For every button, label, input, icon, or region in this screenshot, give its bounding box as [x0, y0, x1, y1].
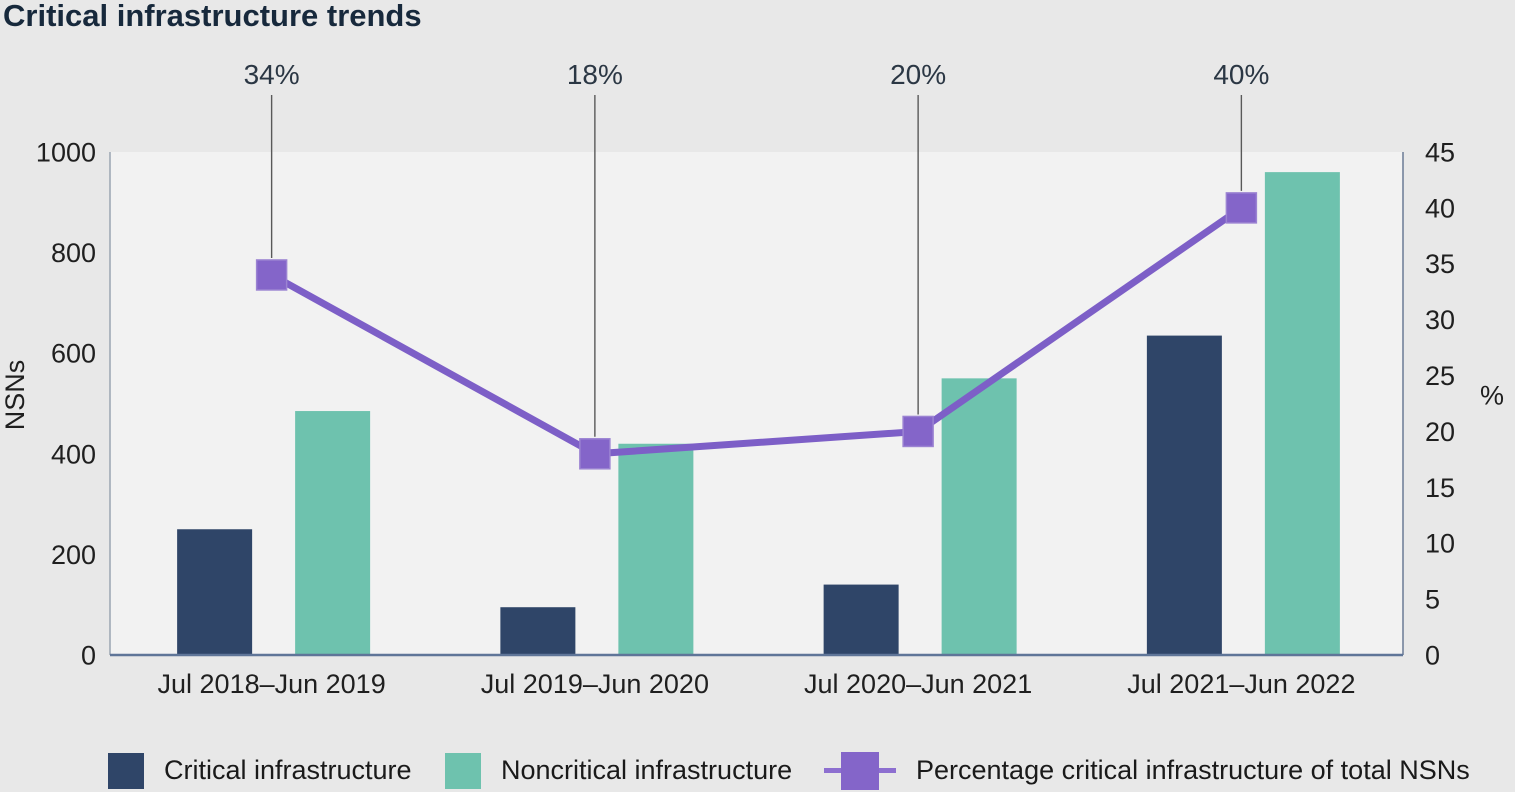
- right-axis-tick: 10: [1425, 529, 1455, 559]
- chart-title: Critical infrastructure trends: [3, 0, 422, 33]
- legend-item-noncritical-infrastructure: Noncritical infrastructure: [445, 749, 792, 792]
- line-marker-swatch-square: [841, 751, 879, 790]
- left-axis-tick: 800: [51, 238, 96, 268]
- legend-label: Percentage critical infrastructure of to…: [916, 755, 1470, 785]
- line-marker: [579, 438, 611, 470]
- left-axis-title: NSNs: [0, 360, 30, 431]
- right-axis-tick: 30: [1425, 305, 1455, 335]
- bar-noncritical-infrastructure: [295, 411, 371, 655]
- right-axis-tick: 45: [1425, 137, 1455, 167]
- x-axis-category-label: Jul 2019–Jun 2020: [481, 669, 709, 699]
- right-axis-tick: 25: [1425, 361, 1455, 391]
- bar-critical-infrastructure: [1146, 335, 1222, 655]
- percentage-data-label: 20%: [890, 59, 946, 90]
- bar-noncritical-infrastructure: [1264, 172, 1340, 655]
- percentage-data-label: 34%: [244, 59, 300, 90]
- line-marker: [1225, 192, 1258, 224]
- right-axis-tick: 20: [1425, 417, 1455, 447]
- percentage-data-label: 40%: [1213, 59, 1269, 90]
- left-axis-tick: 0: [81, 640, 96, 670]
- left-axis-tick: 400: [51, 439, 96, 469]
- critical-infrastructure-swatch: [108, 752, 144, 789]
- right-axis-tick: 15: [1425, 473, 1455, 503]
- bar-critical-infrastructure: [823, 584, 899, 655]
- legend-item-critical-infrastructure: Critical infrastructure: [108, 749, 412, 792]
- percentage-data-label: 18%: [567, 59, 623, 90]
- bar-critical-infrastructure: [177, 529, 253, 655]
- left-axis-tick: 600: [51, 339, 96, 369]
- right-axis-tick: 5: [1425, 585, 1440, 615]
- x-axis-category-label: Jul 2020–Jun 2021: [804, 669, 1032, 699]
- legend-label: Critical infrastructure: [164, 755, 412, 785]
- percentage-line: [269, 205, 1244, 458]
- bar-critical-infrastructure: [500, 607, 576, 655]
- legend-label: Noncritical infrastructure: [501, 755, 793, 785]
- bar-noncritical-infrastructure: [618, 443, 694, 655]
- noncritical-infrastructure-swatch: [445, 752, 481, 789]
- left-axis-tick: 200: [51, 540, 96, 570]
- right-axis-tick: 35: [1425, 249, 1455, 279]
- x-axis-category-label: Jul 2018–Jun 2019: [158, 669, 386, 699]
- line-marker: [255, 259, 288, 291]
- right-axis-tick: 0: [1425, 640, 1440, 670]
- percentage-line-swatch: [824, 751, 896, 791]
- x-axis-category-label: Jul 2021–Jun 2022: [1127, 669, 1355, 699]
- right-axis-title: %: [1480, 380, 1504, 410]
- right-axis-tick: 40: [1425, 193, 1455, 223]
- chart-legend: Critical infrastructure Noncritical infr…: [0, 749, 1515, 792]
- bar-noncritical-infrastructure: [941, 378, 1017, 655]
- legend-item-percentage-line: Percentage critical infrastructure of to…: [824, 749, 1470, 792]
- line-marker: [902, 415, 934, 448]
- left-axis-tick: 1000: [36, 137, 96, 167]
